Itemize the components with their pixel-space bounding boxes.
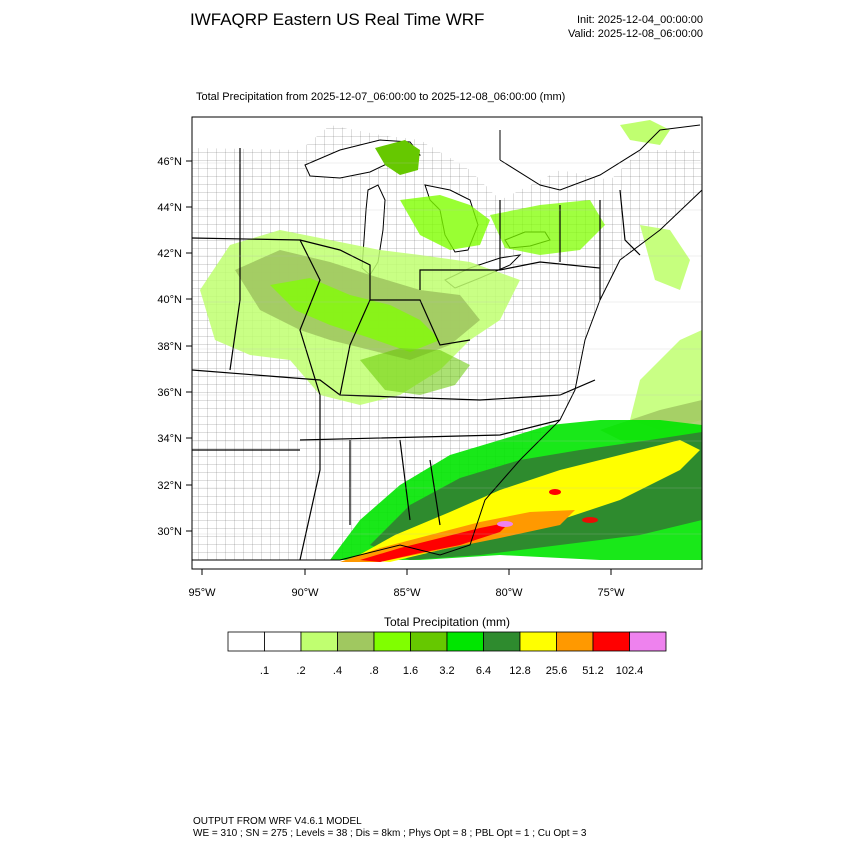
legend-label: 12.8 [509, 665, 530, 677]
precip-upper-michigan [375, 140, 420, 175]
lat-tick-label: 30°N [157, 526, 182, 538]
legend-label: 6.4 [476, 665, 491, 677]
precip-maine [620, 120, 670, 145]
lat-tick-label: 42°N [157, 248, 182, 260]
lat-tick-label: 34°N [157, 433, 182, 445]
lat-tick-label: 36°N [157, 387, 182, 399]
footer-line-2: WE = 310 ; SN = 275 ; Levels = 38 ; Dis … [193, 828, 587, 839]
legend-swatch [227, 631, 265, 652]
legend-swatch [373, 631, 411, 652]
map-title: IWFAQRP Eastern US Real Time WRF [190, 10, 485, 29]
latitude-axis: 46°N 44°N 42°N 40°N 38°N 36°N 34°N 32°N 30°N [157, 156, 192, 538]
map-area [192, 117, 702, 569]
precip-appalachia [360, 348, 470, 395]
lat-tick-label: 44°N [157, 202, 182, 214]
precip-se-red3 [582, 517, 598, 523]
legend-label: 102.4 [616, 665, 644, 677]
legend-swatch [556, 631, 594, 652]
legend-label: .4 [333, 665, 342, 677]
footer-line-1: OUTPUT FROM WRF V4.6.1 MODEL [193, 816, 362, 827]
legend-label: 25.6 [546, 665, 567, 677]
legend-title: Total Precipitation (mm) [383, 615, 511, 629]
legend-swatch [519, 631, 557, 652]
precip-green-midwest [270, 278, 440, 352]
legend-label: 51.2 [582, 665, 603, 677]
graticule [192, 162, 702, 535]
precip-se-red2 [549, 489, 561, 495]
precip-se-violet [497, 521, 513, 527]
map-frame [191, 116, 703, 570]
init-time: Init: 2025-12-04_00:00:00 [577, 14, 703, 26]
lon-tick-label: 95°W [188, 587, 216, 599]
state-boundaries [192, 148, 641, 561]
color-legend: .1 .2 .4 .8 1.6 3.2 6.4 12.8 25.6 51.2 102.4 [227, 631, 667, 677]
precip-ne-coast [640, 225, 690, 290]
plot-subtitle: Total Precipitation from 2025-12-07_06:0… [196, 91, 566, 103]
legend-swatch [592, 631, 630, 652]
legend-swatch [337, 631, 375, 652]
legend-swatch [629, 631, 667, 652]
precip-se-red [360, 522, 510, 562]
legend-label: 3.2 [439, 665, 454, 677]
lon-tick-label: 90°W [291, 587, 319, 599]
legend-label: .2 [296, 665, 305, 677]
legend-swatch [446, 631, 484, 652]
legend-label: 1.6 [403, 665, 418, 677]
lon-tick-label: 80°W [495, 587, 523, 599]
valid-time: Valid: 2025-12-08_06:00:00 [568, 28, 703, 40]
legend-label: .8 [369, 665, 378, 677]
lat-tick-label: 38°N [157, 341, 182, 353]
legend-swatch [410, 631, 448, 652]
lon-tick-label: 75°W [597, 587, 625, 599]
lat-tick-label: 40°N [157, 294, 182, 306]
legend-swatch [300, 631, 338, 652]
longitude-axis: 95°W 90°W 85°W 80°W 75°W [188, 569, 625, 599]
lat-tick-label: 32°N [157, 480, 182, 492]
precip-se-yellow [350, 440, 700, 562]
legend-swatch [483, 631, 521, 652]
init-valid-block: Init: 2025-12-04_00:00:00 Valid: 2025-12… [520, 13, 703, 41]
model-footer: OUTPUT FROM WRF V4.6.1 MODEL WE = 310 ; … [193, 816, 586, 840]
lat-tick-label: 46°N [157, 156, 182, 168]
lon-tick-label: 85°W [393, 587, 421, 599]
legend-swatch [264, 631, 302, 652]
legend-label: .1 [260, 665, 269, 677]
precip-michigan [400, 195, 490, 250]
precip-ny [490, 200, 605, 255]
